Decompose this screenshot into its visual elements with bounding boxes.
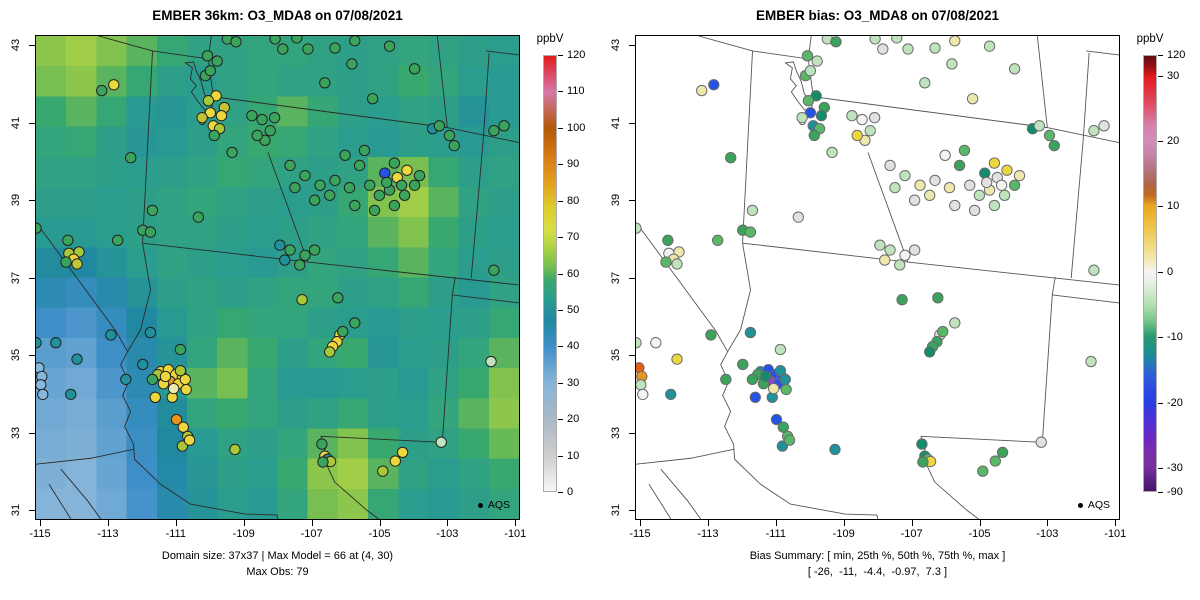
model-colorbar [543, 55, 557, 492]
model-raster-map [36, 36, 519, 519]
bias-colorbar [1143, 55, 1157, 492]
bias-map-plot-area: AQS [635, 35, 1120, 520]
aqs-legend: AQS [477, 499, 510, 511]
bias-scatter-map [636, 36, 1119, 519]
model-caption-line1: Domain size: 37x37 | Max Model = 66 at (… [161, 550, 394, 562]
bias-caption-line1: Bias Summary: [ min, 25th %, 50th %, 75t… [749, 550, 1006, 562]
bias-panel-title: EMBER bias: O3_MDA8 on 07/08/2021 [755, 8, 1000, 23]
aqs-point-icon [477, 502, 483, 508]
model-colorbar-title: ppbV [536, 33, 564, 45]
aqs-point-icon [1077, 502, 1083, 508]
aqs-legend-label: AQS [1087, 499, 1110, 511]
aqs-legend: AQS [1077, 499, 1110, 511]
model-caption-line2: Max Obs: 79 [246, 566, 309, 578]
aqs-legend-label: AQS [487, 499, 510, 511]
bias-map-panel: EMBER bias: O3_MDA8 on 07/08/2021 AQS -1… [610, 8, 1186, 578]
model-map-panel: EMBER 36km: O3_MDA8 on 07/08/2021 AQS -1… [10, 8, 586, 578]
bias-caption-line2: [ -26, -11, -4.4, -0.97, 7.3 ] [807, 566, 948, 578]
bias-colorbar-title: ppbV [1136, 33, 1164, 45]
model-map-plot-area: AQS [35, 35, 520, 520]
model-panel-title: EMBER 36km: O3_MDA8 on 07/08/2021 [152, 8, 403, 23]
